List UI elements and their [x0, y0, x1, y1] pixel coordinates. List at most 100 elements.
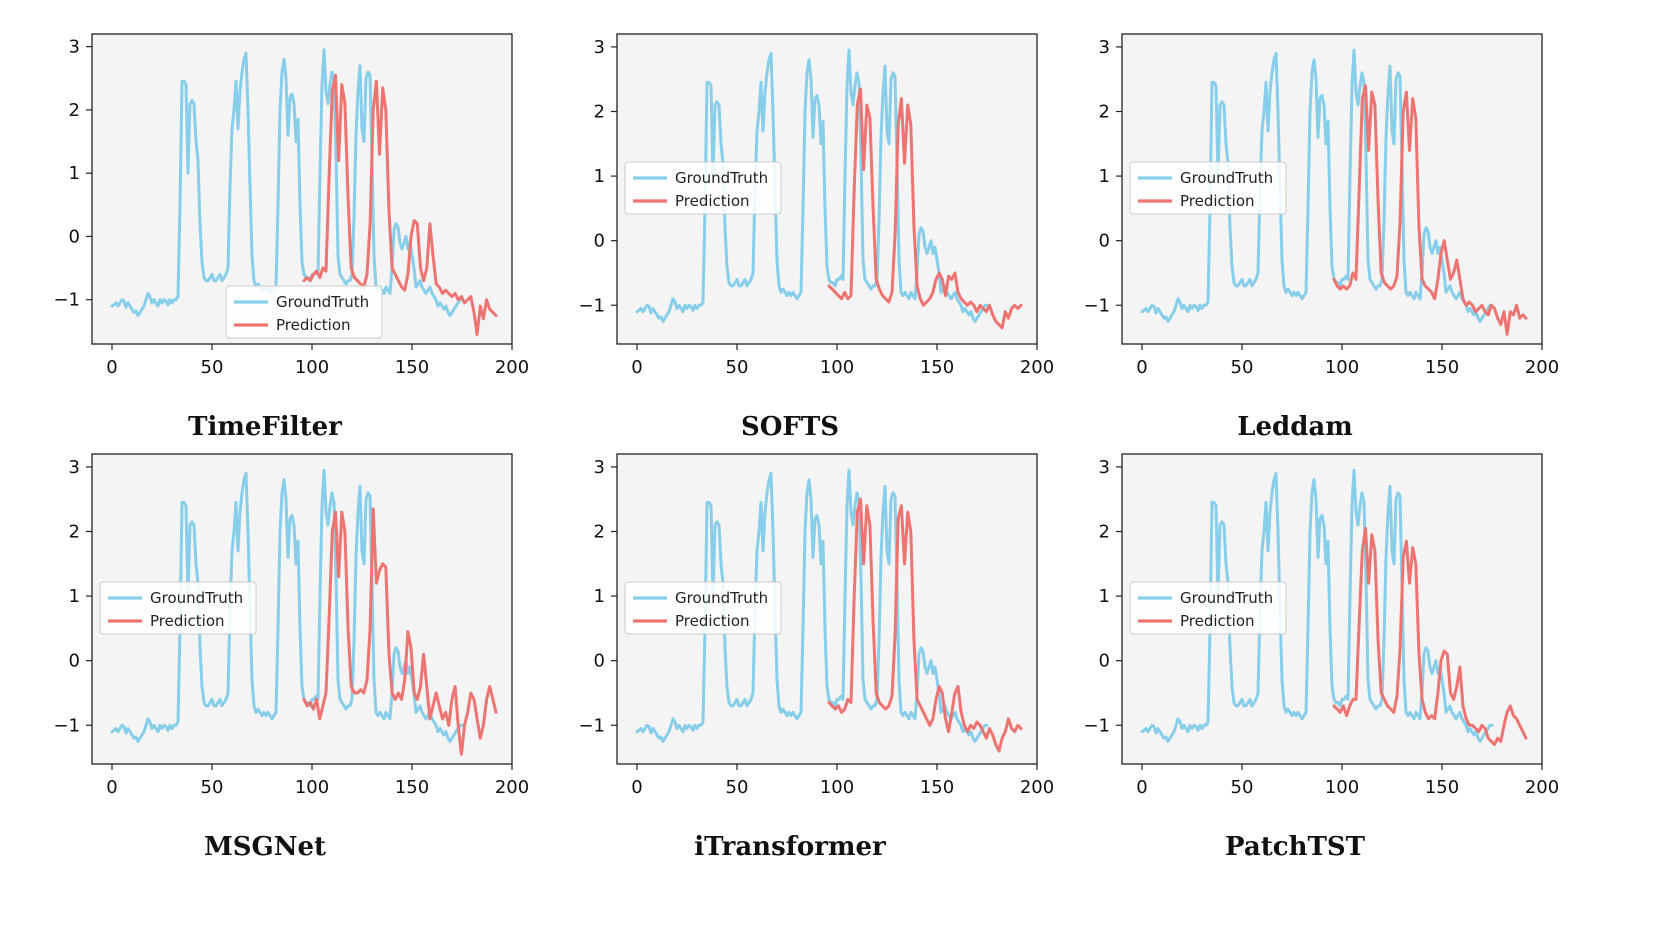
- chart-panel-1: 0 50 100 150 200 −1 0 1 2 3 GroundTruth Prediction S…: [525, 0, 1055, 460]
- x-tick-label: 150: [395, 777, 429, 798]
- legend-label-pred: Prediction: [675, 612, 750, 630]
- y-tick-label: −1: [53, 715, 80, 736]
- y-tick-label: 2: [594, 522, 605, 543]
- x-tick-label: 0: [631, 777, 642, 798]
- legend-label-pred: Prediction: [675, 192, 750, 210]
- prediction-line: [302, 73, 498, 336]
- groundtruth-line: [635, 468, 989, 743]
- prediction-line: [302, 507, 498, 756]
- plot-frame: [616, 453, 1038, 765]
- groundtruth-line: [1140, 468, 1494, 743]
- x-tick-label: 100: [295, 777, 329, 798]
- prediction-line: [827, 497, 1023, 753]
- y-tick-label: 2: [594, 102, 605, 123]
- groundtruth-line: [1140, 48, 1494, 323]
- y-tick-label: −1: [578, 295, 605, 316]
- y-tick-label: 1: [594, 166, 605, 187]
- chart-svg: 0 50 100 150 200 −1 0 1 2 3 GroundTruth Prediction: [1083, 33, 1559, 378]
- legend: GroundTruth Prediction: [624, 161, 782, 215]
- chart-caption: SOFTS: [740, 412, 839, 442]
- x-tick-label: 0: [1136, 357, 1147, 378]
- y-tick-label: −1: [578, 715, 605, 736]
- x-tick-label: 0: [106, 777, 117, 798]
- legend-label-truth: GroundTruth: [1180, 589, 1273, 607]
- x-tick-label: 150: [920, 777, 954, 798]
- chart-panel-3: 0 50 100 150 200 −1 0 1 2 3 GroundTruth Prediction M…: [0, 420, 530, 880]
- y-tick-label: 2: [1099, 102, 1110, 123]
- chart-caption: MSGNet: [203, 832, 327, 862]
- y-tick-label: 2: [69, 100, 80, 121]
- y-tick-label: 1: [1099, 166, 1110, 187]
- y-tick-label: 1: [594, 586, 605, 607]
- x-tick-label: 200: [495, 777, 529, 798]
- chart-svg: 0 50 100 150 200 −1 0 1 2 3 GroundTruth Prediction: [578, 33, 1054, 378]
- y-tick-label: 0: [69, 651, 80, 672]
- legend-label-truth: GroundTruth: [150, 589, 243, 607]
- chart-panel-4: 0 50 100 150 200 −1 0 1 2 3 GroundTruth Prediction i…: [525, 420, 1055, 880]
- y-tick-label: 0: [594, 231, 605, 252]
- groundtruth-line: [110, 48, 464, 317]
- legend-label-pred: Prediction: [276, 316, 351, 334]
- y-tick-label: 3: [594, 37, 605, 58]
- x-tick-label: 50: [201, 357, 224, 378]
- groundtruth-line: [635, 48, 989, 323]
- y-tick-label: 3: [1099, 457, 1110, 478]
- y-tick-label: 3: [69, 37, 80, 58]
- x-tick-label: 0: [631, 357, 642, 378]
- x-tick-label: 100: [295, 357, 329, 378]
- y-tick-label: 0: [69, 226, 80, 247]
- x-tick-label: 0: [1136, 777, 1147, 798]
- x-tick-label: 50: [1231, 357, 1254, 378]
- x-tick-label: 150: [1425, 777, 1459, 798]
- y-tick-label: 1: [1099, 586, 1110, 607]
- legend-label-pred: Prediction: [150, 612, 225, 630]
- plot-frame: [1121, 453, 1543, 765]
- chart-panel-2: 0 50 100 150 200 −1 0 1 2 3 GroundTruth Prediction L…: [1030, 0, 1560, 460]
- plot-frame: [1121, 33, 1543, 345]
- y-tick-label: 3: [1099, 37, 1110, 58]
- chart-caption: TimeFilter: [188, 412, 342, 442]
- x-tick-label: 200: [1020, 357, 1054, 378]
- y-tick-label: 0: [594, 651, 605, 672]
- groundtruth-line: [110, 468, 464, 743]
- legend-label-pred: Prediction: [1180, 192, 1255, 210]
- plot-frame: [616, 33, 1038, 345]
- legend-label-truth: GroundTruth: [675, 169, 768, 187]
- y-tick-label: 3: [594, 457, 605, 478]
- plot-frame: [91, 33, 513, 345]
- chart-caption: iTransformer: [694, 832, 886, 862]
- prediction-line: [827, 87, 1023, 330]
- x-tick-label: 100: [820, 357, 854, 378]
- x-tick-label: 100: [1325, 357, 1359, 378]
- x-tick-label: 200: [1525, 357, 1559, 378]
- plot-frame: [91, 453, 513, 765]
- x-tick-label: 50: [1231, 777, 1254, 798]
- y-tick-label: −1: [1083, 295, 1110, 316]
- prediction-line: [1332, 526, 1528, 747]
- x-tick-label: 0: [106, 357, 117, 378]
- legend-label-pred: Prediction: [1180, 612, 1255, 630]
- y-tick-label: −1: [1083, 715, 1110, 736]
- prediction-line: [1332, 84, 1528, 336]
- chart-svg: 0 50 100 150 200 −1 0 1 2 3 GroundTruth Prediction: [578, 453, 1054, 798]
- chart-svg: 0 50 100 150 200 −1 0 1 2 3 GroundTruth Prediction: [53, 33, 529, 378]
- x-tick-label: 100: [1325, 777, 1359, 798]
- legend: GroundTruth Prediction: [1129, 161, 1287, 215]
- x-tick-label: 150: [1425, 357, 1459, 378]
- x-tick-label: 200: [1020, 777, 1054, 798]
- chart-panel-5: 0 50 100 150 200 −1 0 1 2 3 GroundTruth Prediction P…: [1030, 420, 1560, 880]
- x-tick-label: 150: [920, 357, 954, 378]
- legend: GroundTruth Prediction: [1129, 581, 1287, 635]
- chart-caption: PatchTST: [1225, 832, 1365, 862]
- y-tick-label: −1: [53, 290, 80, 311]
- legend-label-truth: GroundTruth: [1180, 169, 1273, 187]
- y-tick-label: 0: [1099, 651, 1110, 672]
- x-tick-label: 50: [726, 777, 749, 798]
- chart-svg: 0 50 100 150 200 −1 0 1 2 3 GroundTruth Prediction: [53, 453, 529, 798]
- legend-label-truth: GroundTruth: [276, 293, 369, 311]
- y-tick-label: 1: [69, 586, 80, 607]
- y-tick-label: 2: [1099, 522, 1110, 543]
- x-tick-label: 50: [201, 777, 224, 798]
- chart-panel-0: 0 50 100 150 200 −1 0 1 2 3 GroundTruth Prediction T…: [0, 0, 530, 460]
